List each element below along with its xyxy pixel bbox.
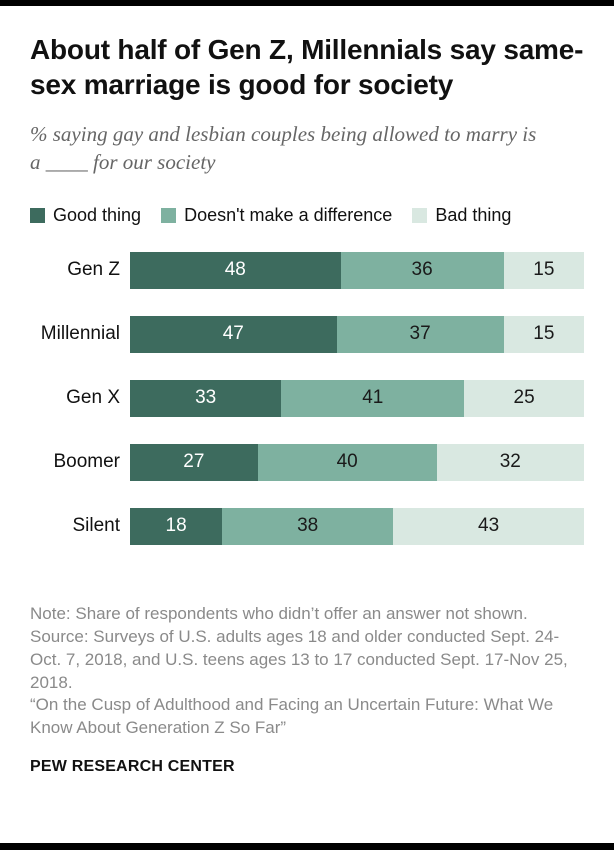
bar-segment: 36 <box>340 251 504 289</box>
bar-track: 47 37 15 <box>130 315 584 353</box>
bar-value: 18 <box>165 515 187 537</box>
chart-row: Silent 18 38 43 <box>30 507 584 545</box>
legend: Good thing Doesn't make a difference Bad t… <box>30 205 584 226</box>
bar-value: 27 <box>183 451 205 473</box>
bar-segment: 15 <box>503 251 584 289</box>
bar-segment: 38 <box>222 507 394 545</box>
bar-track: 33 41 25 <box>130 379 584 417</box>
bar-value: 40 <box>336 451 358 473</box>
bar-value: 41 <box>362 387 384 409</box>
legend-swatch <box>161 207 177 223</box>
chart-row: Gen Z 48 36 15 <box>30 251 584 289</box>
page-title: About half of Gen Z, Millennials say sam… <box>30 34 584 100</box>
bar-value: 32 <box>499 451 521 473</box>
bar-track: 27 40 32 <box>130 443 584 481</box>
bottom-border <box>0 843 614 850</box>
bar-value: 37 <box>409 323 431 345</box>
bar-value: 47 <box>222 323 244 345</box>
report-title: “On the Cusp of Adulthood and Facing an … <box>30 695 554 738</box>
bar-segment: 18 <box>130 507 223 545</box>
category-label: Boomer <box>53 451 120 473</box>
bar-value: 15 <box>533 259 555 281</box>
bar-segment: 43 <box>393 507 584 545</box>
chart-row: Gen X 33 41 25 <box>30 379 584 417</box>
chart: Gen Z 48 36 15 Millennial 47 37 15 Gen X 33 41 25 Bo… <box>30 251 584 545</box>
legend-label: Bad thing <box>435 204 512 225</box>
bar-segment: 41 <box>281 379 465 417</box>
legend-swatch <box>30 207 45 223</box>
bar-segment: 15 <box>503 315 584 353</box>
bar-value: 36 <box>411 259 433 281</box>
legend-label: Doesn't make a difference <box>184 204 393 225</box>
bar-segment: 33 <box>130 379 282 417</box>
brand-label: PEW RESEARCH CENTER <box>30 758 235 776</box>
bar-track: 48 36 15 <box>130 251 584 289</box>
notes-block: Note: Share of respondents who didn’t of… <box>30 603 584 741</box>
bar-value: 48 <box>224 259 246 281</box>
chart-subtitle: % saying gay and lesbian couples being a… <box>30 122 537 175</box>
bar-value: 25 <box>513 387 535 409</box>
legend-item: Good thing <box>30 205 141 226</box>
bar-segment: 37 <box>336 315 504 353</box>
top-border <box>0 0 614 6</box>
bar-segment: 47 <box>130 315 337 353</box>
bar-value: 33 <box>195 387 217 409</box>
bar-segment: 40 <box>257 443 437 481</box>
bar-value: 43 <box>478 515 500 537</box>
chart-row: Millennial 47 37 15 <box>30 315 584 353</box>
bar-segment: 25 <box>464 379 584 417</box>
category-label: Silent <box>72 515 120 537</box>
bar-segment: 32 <box>436 443 584 481</box>
source-text: Source: Surveys of U.S. adults ages 18 a… <box>30 626 568 692</box>
bar-segment: 27 <box>130 443 258 481</box>
legend-item: Doesn't make a difference <box>161 205 392 226</box>
legend-item: Bad thing <box>412 205 511 226</box>
legend-label: Good thing <box>53 204 142 225</box>
category-label: Gen X <box>66 387 120 409</box>
bar-track: 18 38 43 <box>130 507 584 545</box>
category-label: Gen Z <box>67 259 120 281</box>
category-label: Millennial <box>40 323 120 345</box>
note-text: Note: Share of respondents who didn’t of… <box>30 603 528 623</box>
legend-swatch <box>412 207 428 223</box>
chart-row: Boomer 27 40 32 <box>30 443 584 481</box>
bar-segment: 48 <box>130 251 341 289</box>
report-card: About half of Gen Z, Millennials say sam… <box>0 6 614 776</box>
bar-value: 15 <box>533 323 555 345</box>
bar-value: 38 <box>297 515 319 537</box>
